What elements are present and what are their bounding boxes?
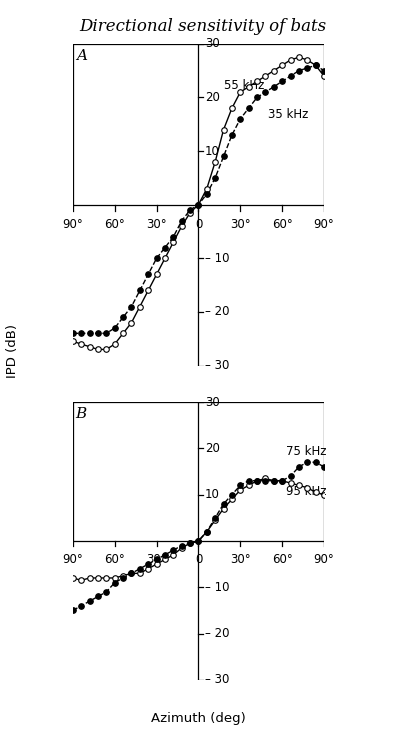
Text: 95 kHz: 95 kHz [286,485,327,499]
Text: 0: 0 [195,553,202,566]
Text: – 30: – 30 [205,673,229,686]
Text: – 30: – 30 [205,359,229,372]
Text: 30: 30 [205,395,220,409]
Text: A: A [76,49,87,63]
Text: 30: 30 [205,37,220,50]
Text: 90°: 90° [313,553,335,566]
Text: Azimuth (deg): Azimuth (deg) [151,712,246,725]
Text: 30°: 30° [146,218,167,231]
Text: – 10: – 10 [205,251,229,265]
Text: 35 kHz: 35 kHz [268,108,309,121]
Text: 60°: 60° [104,553,125,566]
Text: – 20: – 20 [205,627,229,640]
Text: B: B [76,406,87,420]
Text: 55 kHz: 55 kHz [224,79,264,92]
Text: – 20: – 20 [205,306,229,319]
Text: – 10: – 10 [205,580,229,594]
Text: 10: 10 [205,145,220,158]
Text: 20: 20 [205,91,220,104]
Text: 0: 0 [195,218,202,231]
Text: 20: 20 [205,442,220,455]
Text: IPD (dB): IPD (dB) [6,324,19,378]
Text: 90°: 90° [62,553,83,566]
Text: 90°: 90° [313,218,335,231]
Text: 30°: 30° [146,553,167,566]
Text: Directional sensitivity of bats: Directional sensitivity of bats [79,18,326,35]
Text: 60°: 60° [272,218,292,231]
Text: 60°: 60° [272,553,292,566]
Text: 90°: 90° [62,218,83,231]
Text: 30°: 30° [230,553,251,566]
Text: 75 kHz: 75 kHz [286,444,327,458]
Text: 30°: 30° [230,218,251,231]
Text: 60°: 60° [104,218,125,231]
Text: 10: 10 [205,488,220,501]
